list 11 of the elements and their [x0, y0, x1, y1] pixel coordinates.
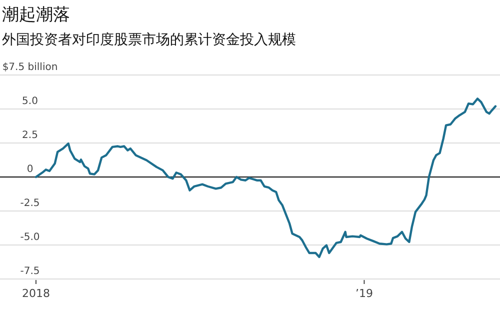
- y-tick-label: 2.5: [22, 130, 38, 141]
- y-tick-label: $7.5 billion: [2, 62, 58, 73]
- y-tick-label: 5.0: [22, 96, 38, 107]
- y-tick-label: -5.0: [20, 232, 40, 243]
- x-tick-label: ’19: [355, 287, 373, 300]
- y-tick-label: 0: [26, 164, 34, 175]
- y-tick-label: -7.5: [20, 266, 40, 277]
- subtitle: 外国投资者对印度股票市场的累计资金投入规模: [2, 32, 296, 48]
- y-tick-label: -2.5: [20, 198, 40, 209]
- title: 潮起潮落: [2, 5, 70, 25]
- x-tick-label: 2018: [22, 287, 50, 300]
